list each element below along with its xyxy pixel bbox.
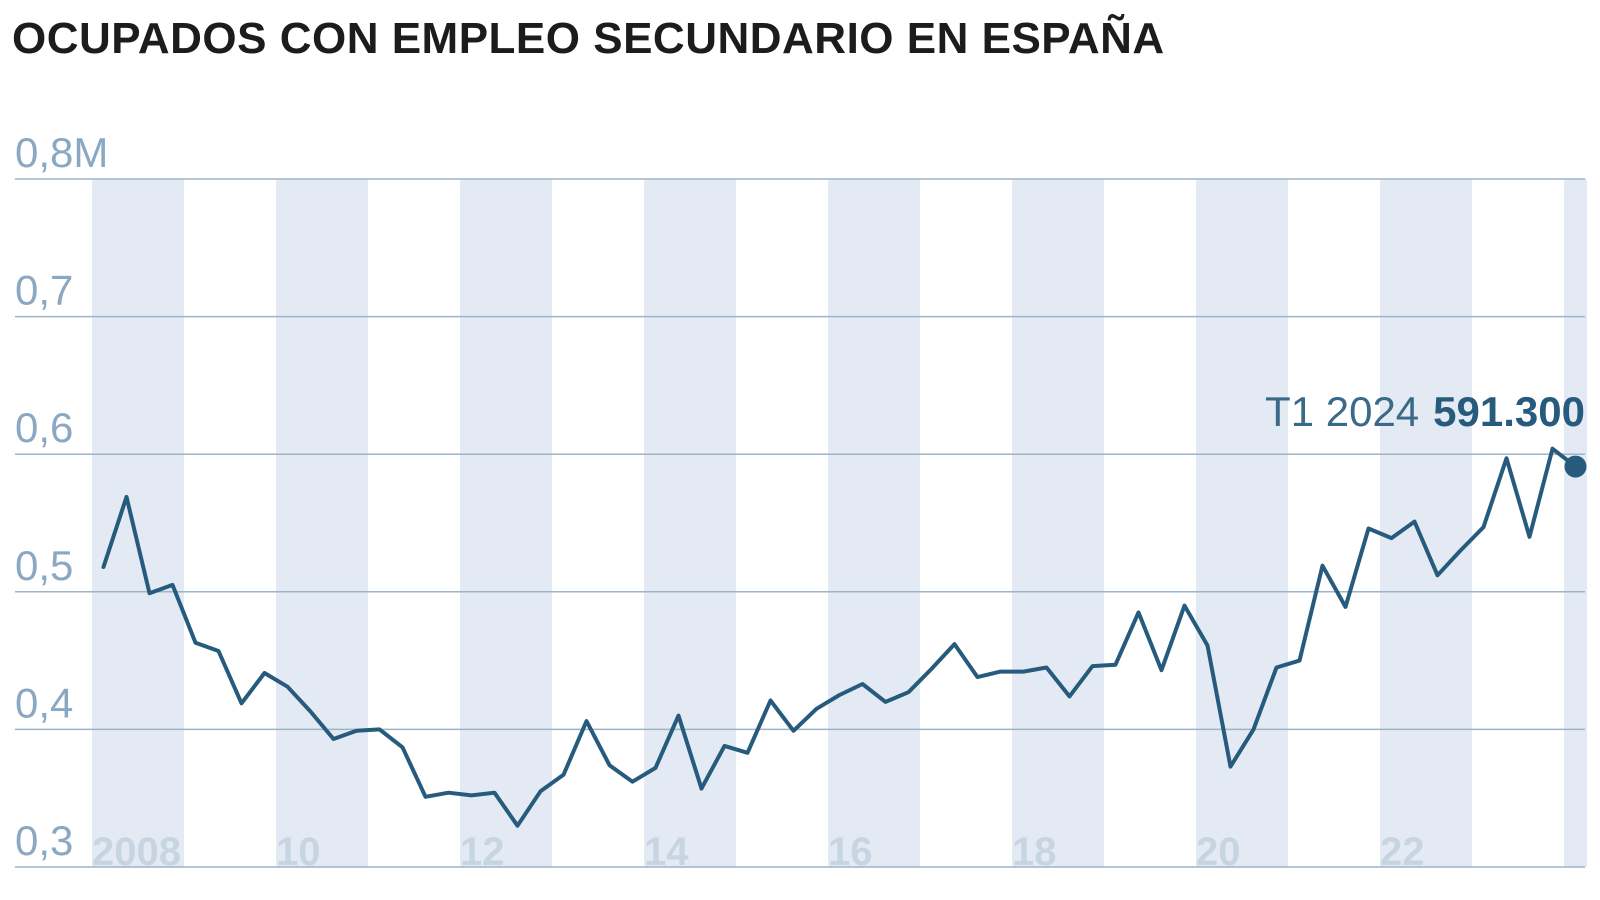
- year-bands: [92, 179, 1587, 867]
- year-band-2022: [1380, 179, 1472, 867]
- y-tick-label: 0,5: [15, 542, 73, 589]
- x-tick-label: 18: [1012, 830, 1057, 874]
- y-tick-label: 0,6: [15, 404, 73, 451]
- year-band-2010: [276, 179, 368, 867]
- year-band-2024: [1564, 179, 1587, 867]
- year-band-2012: [460, 179, 552, 867]
- chart-title: OCUPADOS CON EMPLEO SECUNDARIO EN ESPAÑA: [12, 14, 1165, 63]
- x-tick-label: 20: [1196, 830, 1241, 874]
- x-tick-label: 22: [1380, 830, 1425, 874]
- x-tick-label: 14: [644, 830, 689, 874]
- y-axis-ticks: 0,8M 0,7 0,6 0,5 0,4 0,3: [15, 129, 108, 864]
- annotation-value: 591.300: [1433, 388, 1585, 435]
- y-tick-label: 0,3: [15, 817, 73, 864]
- gridlines: [15, 178, 1585, 868]
- y-tick-label: 0,4: [15, 679, 73, 726]
- x-tick-label: 10: [276, 830, 321, 874]
- annotation: T1 2024 591.300: [1265, 388, 1585, 435]
- annotation-label: T1 2024: [1265, 388, 1419, 435]
- year-band-2016: [828, 179, 920, 867]
- y-tick-label: 0,8M: [15, 129, 108, 176]
- last-point-marker: [1564, 455, 1587, 478]
- year-band-2018: [1012, 179, 1104, 867]
- x-tick-label: 16: [828, 830, 873, 874]
- y-tick-label: 0,7: [15, 267, 73, 314]
- series-line: [101, 446, 1578, 828]
- year-band-2020: [1196, 179, 1288, 867]
- x-tick-label: 2008: [92, 830, 181, 874]
- x-tick-label: 12: [460, 830, 505, 874]
- series-group: [101, 446, 1587, 828]
- x-axis-ticks: 2008 10 12 14 16 18 20 22: [92, 830, 1425, 874]
- year-band-2008: [92, 179, 184, 867]
